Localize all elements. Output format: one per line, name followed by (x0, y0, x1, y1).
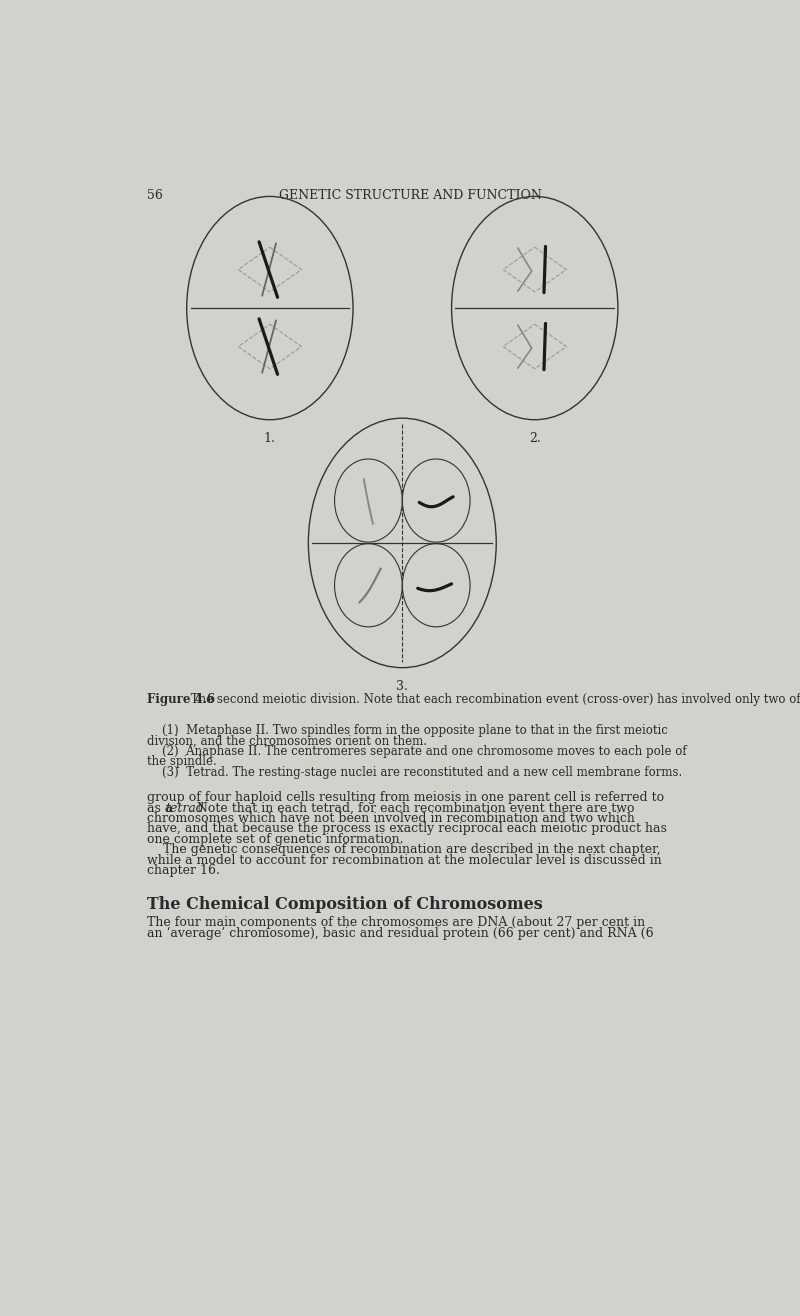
Text: The genetic consequences of recombination are described in the next chapter,: The genetic consequences of recombinatio… (146, 844, 660, 857)
Text: The Chemical Composition of Chromosomes: The Chemical Composition of Chromosomes (146, 896, 542, 913)
Text: have, and that because the process is exactly reciprocal each meiotic product ha: have, and that because the process is ex… (146, 822, 666, 836)
Text: The four main components of the chromosomes are DNA (about 27 per cent in: The four main components of the chromoso… (146, 916, 645, 929)
Text: (1)  Metaphase II. Two spindles form in the opposite plane to that in the first : (1) Metaphase II. Two spindles form in t… (146, 724, 667, 737)
Text: GENETIC STRUCTURE AND FUNCTION: GENETIC STRUCTURE AND FUNCTION (278, 188, 542, 201)
Text: 1.: 1. (264, 432, 276, 445)
Text: chapter 16.: chapter 16. (146, 865, 219, 876)
Text: tetrad: tetrad (166, 801, 204, 815)
Text: division, and the chromosomes orient on them.: division, and the chromosomes orient on … (146, 734, 426, 747)
Text: . Note that in each tetrad, for each recombination event there are two: . Note that in each tetrad, for each rec… (189, 801, 634, 815)
Text: one complete set of genetic information.: one complete set of genetic information. (146, 833, 403, 846)
Text: The second meiotic division. Note that each recombination event (cross-over) has: The second meiotic division. Note that e… (187, 694, 800, 707)
Text: group of four haploid cells resulting from meiosis in one parent cell is referre: group of four haploid cells resulting fr… (146, 791, 664, 804)
Text: the spindle.: the spindle. (146, 755, 217, 769)
Text: an ‘average’ chromosome), basic and residual protein (66 per cent) and RNA (6: an ‘average’ chromosome), basic and resi… (146, 926, 654, 940)
Text: Figure 4.6: Figure 4.6 (146, 694, 214, 707)
Text: (3)  Tetrad. The resting-stage nuclei are reconstituted and a new cell membrane : (3) Tetrad. The resting-stage nuclei are… (146, 766, 682, 779)
FancyBboxPatch shape (102, 158, 718, 1171)
Text: 2.: 2. (529, 432, 541, 445)
Text: 3.: 3. (396, 680, 408, 694)
Text: as a: as a (146, 801, 176, 815)
Text: chromosomes which have not been involved in recombination and two which: chromosomes which have not been involved… (146, 812, 634, 825)
Text: (2)  Anaphase II. The centromeres separate and one chromosome moves to each pole: (2) Anaphase II. The centromeres separat… (146, 745, 686, 758)
Text: while a model to account for recombination at the molecular level is discussed i: while a model to account for recombinati… (146, 854, 662, 867)
Text: 56: 56 (146, 188, 162, 201)
